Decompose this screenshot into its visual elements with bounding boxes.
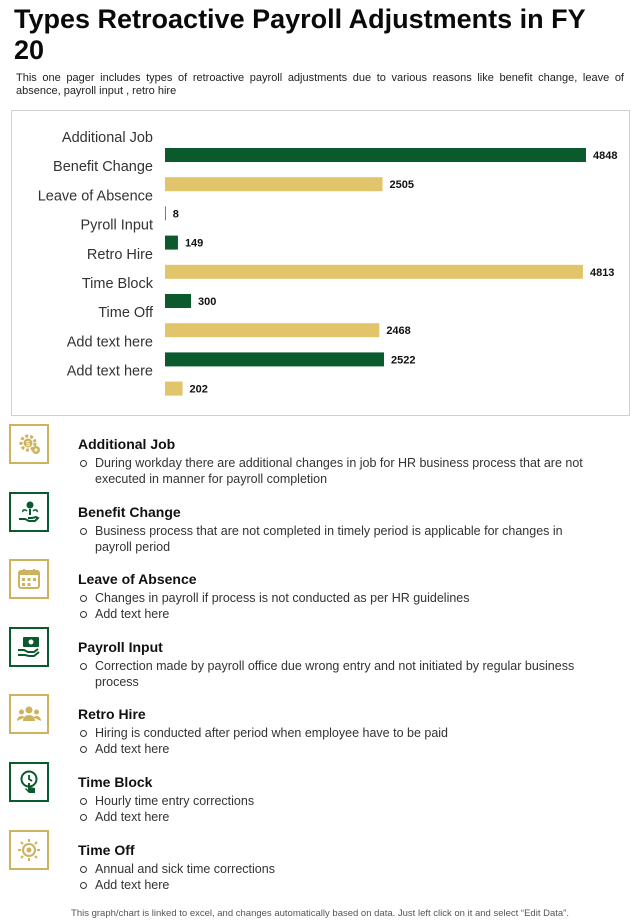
adjustment-item: $ Additional Job During workday there are … — [0, 422, 640, 490]
bar — [165, 264, 583, 279]
bar — [165, 235, 178, 250]
bar — [165, 381, 183, 396]
bar-value-label: 300 — [198, 296, 216, 308]
bar-value-label: 2468 — [386, 325, 410, 337]
bar-value-label: 4848 — [593, 150, 617, 162]
bullet-list: During workday there are additional chan… — [78, 455, 598, 487]
people-group-icon — [9, 694, 49, 735]
bar-value-label: 149 — [185, 238, 203, 250]
bullet-list: Hourly time entry corrections Add text he… — [78, 793, 598, 825]
bullet-item: Add text here — [78, 741, 598, 757]
item-title: Time Block — [78, 774, 153, 790]
adjustment-item: Benefit Change Business process that are … — [0, 490, 640, 558]
bullet-item: During workday there are additional chan… — [78, 455, 598, 487]
item-title: Retro Hire — [78, 706, 146, 723]
adjustment-item: Payroll Input Correction made by payroll … — [0, 625, 640, 693]
adjustment-item: Retro Hire Hiring is conducted after peri… — [0, 692, 640, 760]
bar — [165, 323, 380, 338]
item-title: Additional Job — [78, 436, 176, 452]
bullet-list: Business process that are not completed … — [78, 523, 598, 555]
category-label: Add text here — [67, 364, 153, 380]
bullet-item: Correction made by payroll office due wr… — [78, 658, 598, 690]
bar — [165, 206, 166, 221]
bar-chart-svg: Additional Job 4848 Benefit Change 2505 Leav… — [38, 130, 617, 396]
clock-touch-icon — [9, 762, 49, 802]
category-label: Add text here — [67, 334, 153, 350]
bar-value-label: 8 — [173, 208, 179, 220]
item-title: Leave of Absence — [78, 571, 197, 588]
category-label: Leave of Absence — [38, 188, 153, 204]
category-label: Additional Job — [62, 130, 153, 146]
item-title: Time Off — [78, 841, 135, 858]
adjustment-item: Time Off Annual and sick time corrections… — [0, 828, 640, 896]
bullet-list: Hiring is conducted after period when em… — [78, 725, 598, 757]
bullet-item: Hiring is conducted after period when em… — [78, 725, 598, 741]
bar — [165, 148, 586, 162]
adjustment-item: Time Block Hourly time entry corrections A… — [0, 760, 640, 828]
page-title: Types Retroactive Payroll Adjustments in… — [14, 4, 586, 65]
bullet-item: Business process that are not completed … — [78, 523, 598, 555]
bar-value-label: 202 — [190, 384, 208, 396]
svg-text:$: $ — [26, 441, 30, 448]
bar-value-label: 2522 — [391, 354, 415, 366]
bullet-list: Changes in payroll if process is not con… — [78, 590, 598, 622]
bullet-item: Add text here — [78, 606, 598, 622]
bullet-item: Changes in payroll if process is not con… — [78, 590, 598, 606]
bullet-item: Hourly time entry corrections — [78, 793, 598, 809]
footer-note: This graph/chart is linked to excel, and… — [71, 908, 569, 919]
adjustment-item: Leave of Absence Changes in payroll if pr… — [0, 557, 640, 625]
bullet-item: Add text here — [78, 809, 598, 825]
category-label: Time Off — [98, 305, 154, 321]
cash-hand-icon — [9, 626, 49, 667]
page-subtitle: This one pager includes types of retroac… — [16, 72, 624, 97]
bar-value-label: 4813 — [590, 267, 614, 279]
bar-value-label: 2505 — [390, 179, 414, 191]
bar — [165, 177, 383, 192]
item-title: Payroll Input — [78, 638, 163, 655]
bar-chart: Additional Job 4848 Benefit Change 2505 Leav… — [11, 110, 630, 416]
bar — [165, 352, 385, 367]
calendar-icon — [9, 559, 49, 600]
category-label: Retro Hire — [87, 247, 153, 263]
bullet-item: Add text here — [78, 877, 598, 893]
hand-money-icon — [9, 491, 49, 532]
gear-dollar-icon: $ — [9, 424, 49, 464]
bullet-list: Annual and sick time corrections Add text… — [78, 861, 598, 893]
category-label: Benefit Change — [53, 159, 153, 175]
bullet-item: Annual and sick time corrections — [78, 861, 598, 877]
sun-icon — [9, 829, 49, 870]
category-label: Pyroll Input — [80, 218, 153, 234]
bar — [165, 294, 192, 308]
bullet-list: Correction made by payroll office due wr… — [78, 658, 598, 690]
item-title: Benefit Change — [78, 503, 181, 520]
category-label: Time Block — [82, 276, 154, 292]
